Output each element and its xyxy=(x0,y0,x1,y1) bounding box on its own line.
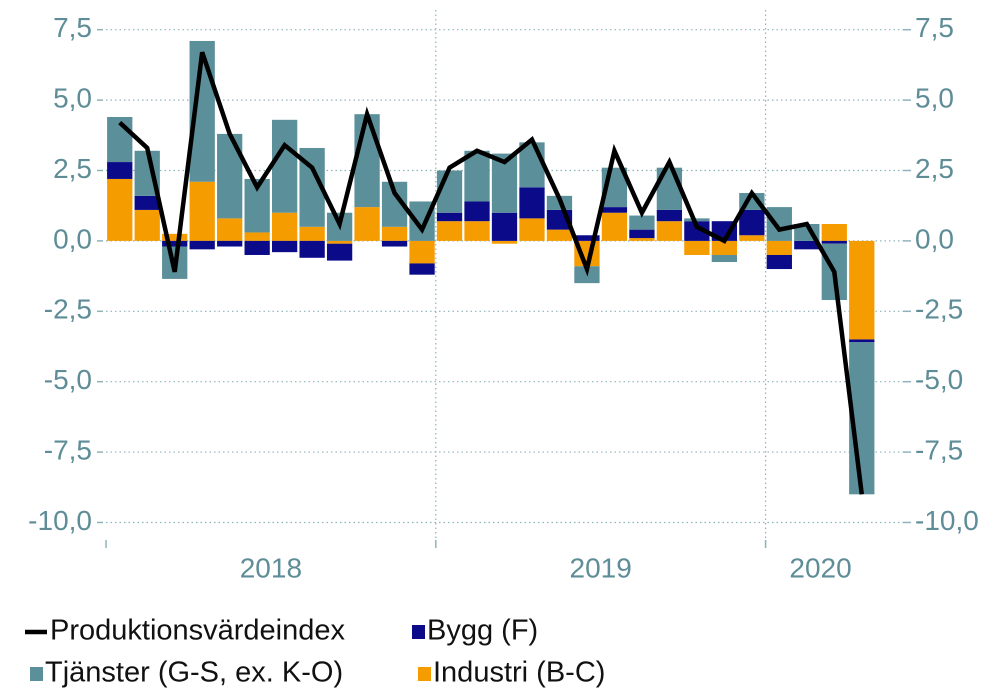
bar-segment xyxy=(271,240,298,253)
y2-tick-label: -7,5 xyxy=(915,434,963,465)
legend-swatch xyxy=(412,625,425,639)
bar-segment xyxy=(574,235,600,241)
y-tick-label: -7,5 xyxy=(44,434,92,465)
bar-segment xyxy=(821,224,847,241)
bar-segment xyxy=(244,240,270,255)
bar-segment xyxy=(711,254,738,263)
bar-segment xyxy=(217,218,243,241)
bar-segment xyxy=(409,263,435,275)
bar-segment xyxy=(464,201,490,222)
bar-segment xyxy=(519,142,545,188)
y-tick-label: 2,5 xyxy=(53,153,92,184)
bar-segment xyxy=(326,240,353,244)
y-tick-label: 0,0 xyxy=(53,223,92,254)
bar-segment xyxy=(162,233,188,241)
bar-segment xyxy=(519,218,545,241)
bar-segment xyxy=(409,240,435,264)
bar-segment xyxy=(189,181,215,241)
y-tick-label: -2,5 xyxy=(44,294,92,325)
bar-segment xyxy=(107,162,133,179)
y-tick-label: 7,5 xyxy=(53,12,92,43)
bar-segment xyxy=(766,254,792,270)
bar-segment xyxy=(684,218,710,222)
bar-segment xyxy=(739,209,765,236)
bar-segment xyxy=(189,240,215,250)
legend-swatch xyxy=(418,667,431,681)
x-tick-label: 2020 xyxy=(789,552,851,583)
bar-segment xyxy=(299,226,325,241)
y-tick-label: -10,0 xyxy=(28,505,92,536)
bar-segment xyxy=(381,226,408,241)
bar-segment xyxy=(326,243,353,261)
y2-tick-label: 7,5 xyxy=(915,12,954,43)
bar-segment xyxy=(464,221,490,241)
bar-segment xyxy=(711,240,738,255)
bar-segment xyxy=(766,240,792,255)
legend-swatch xyxy=(30,667,43,681)
y2-tick-label: -5,0 xyxy=(915,364,963,395)
x-tick-label: 2018 xyxy=(240,552,302,583)
bar-segment xyxy=(849,339,875,343)
bar-segment xyxy=(629,215,655,230)
bar-segment xyxy=(739,235,765,241)
bar-segment xyxy=(354,207,380,241)
bar-segment xyxy=(134,209,160,241)
bar-segment xyxy=(217,240,243,247)
bar-segment xyxy=(354,114,380,208)
bar-segment xyxy=(436,212,463,222)
y2-tick-label: -2,5 xyxy=(915,294,963,325)
bar-segment xyxy=(134,195,160,210)
legend-label: Bygg (F) xyxy=(427,615,538,647)
y2-tick-label: 0,0 xyxy=(915,223,954,254)
bar-segment xyxy=(794,240,820,250)
legend-label: Produktionsvärdeindex xyxy=(50,615,346,647)
bar-segment xyxy=(629,229,655,239)
bar-segment xyxy=(299,240,325,258)
bar-segment xyxy=(271,119,298,213)
bar-segment xyxy=(601,207,628,213)
bar-segment xyxy=(162,240,188,247)
y2-tick-label: 5,0 xyxy=(915,82,954,113)
bar-segment xyxy=(464,150,490,202)
y2-tick-label: -10,0 xyxy=(915,505,979,536)
bar-segment xyxy=(684,240,710,255)
y-tick-label: -5,0 xyxy=(44,364,92,395)
bar-segment xyxy=(491,240,518,244)
bar-segment xyxy=(244,232,270,241)
y2-tick-label: 2,5 xyxy=(915,153,954,184)
bar-segment xyxy=(766,207,792,241)
y-tick-label: 5,0 xyxy=(53,82,92,113)
bar-segment xyxy=(684,221,710,241)
bar-segment xyxy=(656,221,683,241)
bar-segment xyxy=(436,221,463,241)
bar-segment xyxy=(601,212,628,241)
bar-segment xyxy=(519,187,545,219)
bar-segment xyxy=(491,212,518,241)
legend-label: Tjänster (G-S, ex. K-O) xyxy=(45,657,343,689)
bar-segment xyxy=(821,240,847,244)
bar-segment xyxy=(629,238,655,241)
bar-segment xyxy=(107,178,133,241)
bar-segment xyxy=(381,240,408,247)
x-tick-label: 2019 xyxy=(570,552,632,583)
legend-label: Industri (B-C) xyxy=(433,657,605,689)
bar-segment xyxy=(546,229,573,241)
bar-segment xyxy=(656,209,683,222)
line xyxy=(118,51,865,495)
bar-segment xyxy=(271,212,298,241)
bar-segment xyxy=(849,240,875,340)
